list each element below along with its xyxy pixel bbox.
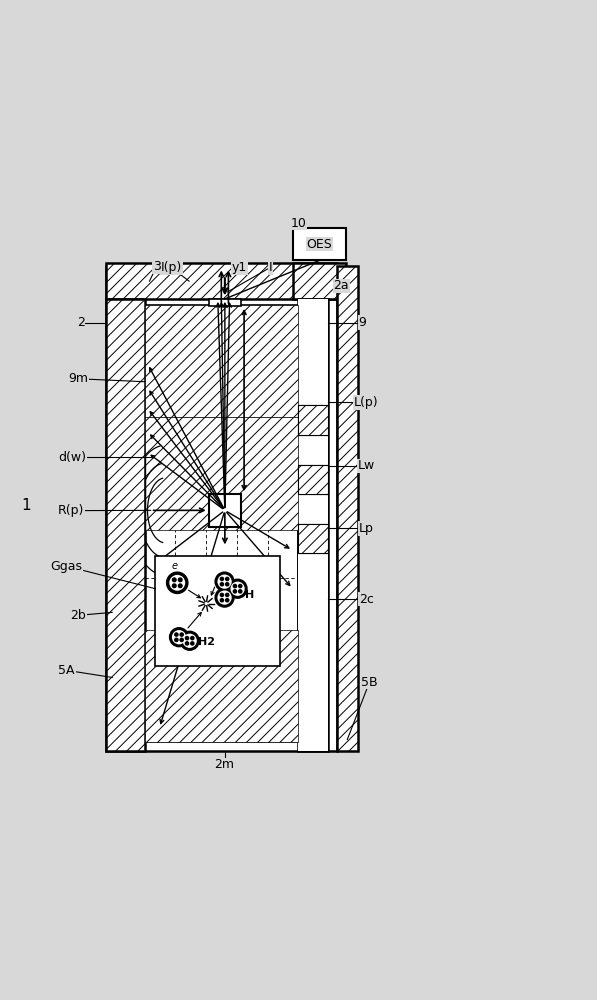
Circle shape (183, 634, 196, 647)
Bar (298, 494, 328, 524)
Circle shape (226, 593, 229, 597)
Circle shape (175, 633, 178, 636)
Text: 2: 2 (77, 316, 85, 329)
Text: 1: 1 (21, 498, 31, 513)
Bar (293, 228, 346, 260)
Circle shape (167, 572, 188, 593)
Text: 5B: 5B (361, 676, 378, 689)
Text: Lp: Lp (358, 522, 373, 535)
Bar (155, 556, 279, 666)
Bar (298, 435, 328, 465)
Circle shape (226, 583, 229, 586)
Text: OES: OES (306, 238, 332, 251)
Text: 2c: 2c (359, 593, 374, 606)
Bar (144, 630, 298, 742)
Text: 10: 10 (291, 217, 306, 230)
Circle shape (173, 578, 176, 582)
Bar (144, 305, 298, 417)
Circle shape (173, 584, 176, 588)
Bar (298, 524, 328, 553)
Circle shape (170, 628, 189, 647)
Bar (106, 266, 337, 751)
Bar (298, 405, 328, 435)
Text: 2m: 2m (214, 758, 235, 771)
Circle shape (220, 599, 223, 602)
Text: 9: 9 (358, 316, 367, 329)
Circle shape (239, 584, 242, 588)
Text: 2b: 2b (70, 609, 87, 622)
Bar (293, 263, 346, 299)
Bar (298, 299, 328, 405)
Circle shape (228, 579, 247, 598)
Circle shape (186, 642, 189, 645)
Circle shape (170, 576, 184, 590)
Circle shape (180, 633, 183, 636)
Text: H2: H2 (198, 637, 216, 647)
Text: y1: y1 (232, 261, 247, 274)
Circle shape (218, 591, 231, 604)
Circle shape (218, 575, 231, 588)
Circle shape (231, 582, 244, 595)
Bar (144, 305, 298, 742)
Text: 2a: 2a (333, 279, 349, 292)
Bar (298, 299, 328, 751)
Text: 5A: 5A (59, 664, 75, 677)
Circle shape (190, 637, 194, 640)
Text: d(w): d(w) (59, 451, 87, 464)
Bar (298, 465, 328, 494)
Bar (208, 299, 241, 306)
Circle shape (226, 577, 229, 581)
Bar (298, 465, 328, 494)
Text: R(p): R(p) (57, 504, 84, 517)
Text: OES: OES (305, 237, 333, 251)
Text: e: e (171, 561, 177, 571)
Circle shape (180, 631, 199, 650)
Text: Lw: Lw (357, 459, 374, 472)
Text: Ggas: Ggas (51, 560, 82, 573)
Circle shape (179, 578, 182, 582)
Circle shape (190, 642, 194, 645)
Circle shape (173, 631, 186, 644)
Bar (144, 417, 298, 530)
Circle shape (220, 583, 223, 586)
Text: I(p): I(p) (161, 261, 182, 274)
Bar (298, 553, 328, 751)
Text: H: H (245, 590, 255, 600)
Bar (106, 299, 144, 751)
Circle shape (220, 577, 223, 581)
Bar (208, 494, 241, 527)
Circle shape (233, 590, 236, 593)
Circle shape (233, 584, 236, 588)
Text: 3: 3 (153, 260, 161, 273)
Circle shape (226, 599, 229, 602)
Bar (337, 266, 358, 751)
Bar (298, 524, 328, 553)
Text: L(p): L(p) (353, 396, 378, 409)
Circle shape (239, 590, 242, 593)
Circle shape (179, 584, 182, 588)
Text: 9m: 9m (68, 372, 88, 385)
Circle shape (175, 638, 178, 641)
Circle shape (186, 637, 189, 640)
Circle shape (220, 593, 223, 597)
Bar (298, 405, 328, 435)
Circle shape (215, 588, 234, 607)
Circle shape (215, 572, 234, 591)
Text: I: I (268, 261, 272, 274)
Bar (106, 263, 337, 299)
Circle shape (180, 638, 183, 641)
